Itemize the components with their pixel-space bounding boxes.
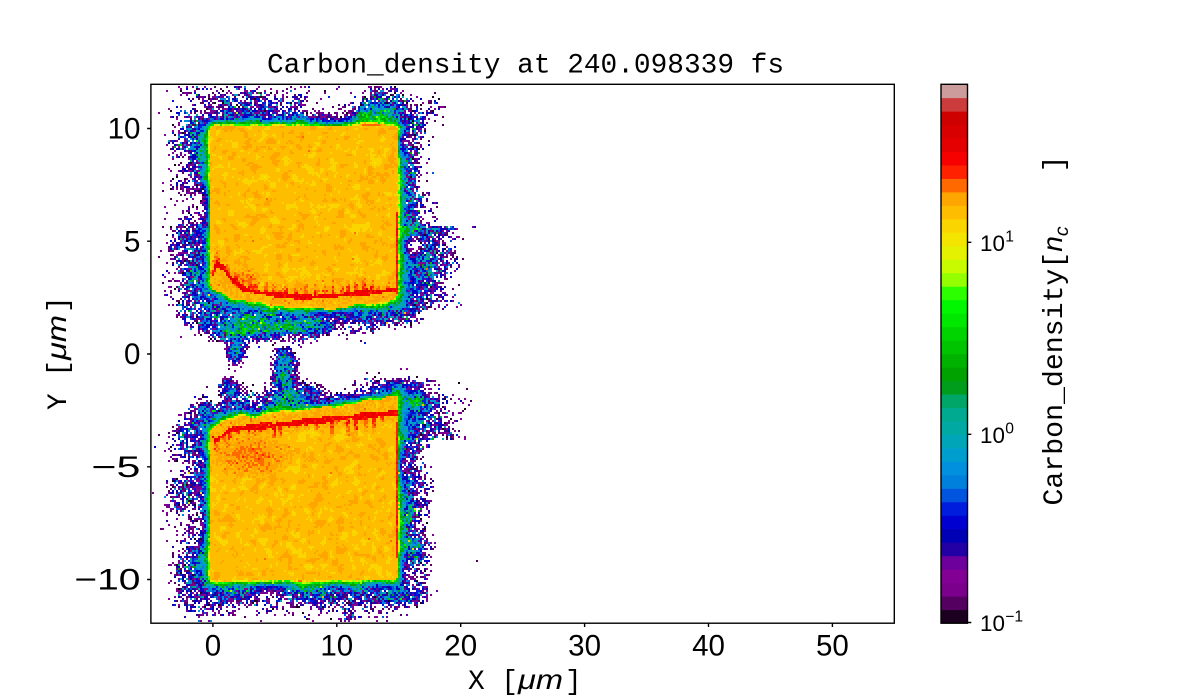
- svg-text:5: 5: [124, 225, 140, 258]
- svg-text:20: 20: [444, 630, 477, 663]
- svg-text:40: 40: [692, 630, 725, 663]
- svg-text:30: 30: [568, 630, 601, 663]
- svg-text:10: 10: [980, 231, 1005, 256]
- svg-text:50: 50: [816, 630, 849, 663]
- svg-text:Y [μm]: Y [μm]: [41, 296, 75, 410]
- svg-text:0: 0: [205, 630, 221, 663]
- svg-text:1: 1: [1005, 229, 1014, 246]
- svg-text:10: 10: [980, 611, 1005, 636]
- svg-text:10: 10: [320, 630, 353, 663]
- svg-text:Carbon_density at 240.098339 f: Carbon_density at 240.098339 fs: [267, 51, 784, 82]
- svg-text:X [μm]: X [μm]: [468, 664, 582, 698]
- svg-text:−5: −5: [91, 451, 140, 484]
- svg-text:10: 10: [980, 423, 1005, 448]
- svg-text:0: 0: [1005, 421, 1014, 438]
- svg-text:10: 10: [108, 113, 141, 146]
- svg-text:−10: −10: [74, 564, 140, 597]
- svg-text:−1: −1: [1005, 609, 1023, 626]
- svg-text:0: 0: [124, 338, 140, 371]
